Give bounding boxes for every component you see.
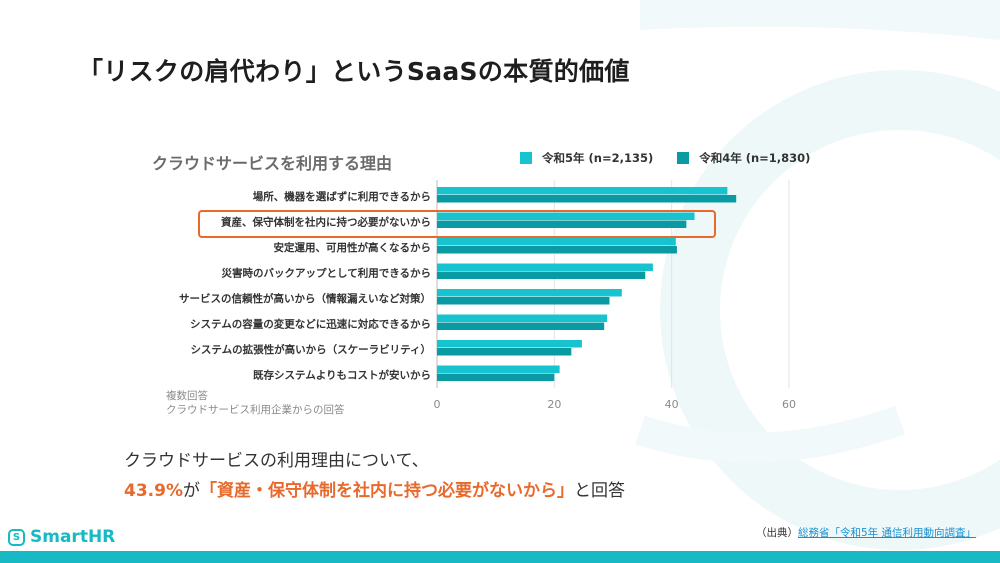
bar-r5	[437, 238, 676, 246]
category-label: 災害時のバックアップとして利用できるから	[222, 267, 431, 280]
summary-ga: が	[182, 481, 200, 501]
summary-quote: 「資産・保守体制を社内に持つ必要がないから」	[199, 481, 574, 501]
source-prefix: （出典）	[756, 527, 798, 539]
bottom-bar	[0, 551, 1000, 563]
bar-r5	[437, 365, 560, 373]
source-link[interactable]: 総務省「令和5年 通信利用動向調査」	[798, 527, 977, 539]
chart-legend: 令和5年 (n=2,135) 令和4年 (n=1,830)	[520, 150, 810, 166]
bar-r5	[437, 289, 622, 297]
bar-r5	[437, 340, 582, 348]
bar-r4	[437, 373, 555, 381]
note-respondents: クラウドサービス利用企業からの回答	[166, 404, 345, 416]
bar-r4	[437, 271, 646, 279]
bar-r5	[437, 314, 608, 322]
x-tick-label: 40	[665, 398, 679, 411]
x-tick-label: 20	[547, 398, 561, 411]
category-label: システムの拡張性が高いから（スケーラビリティ）	[190, 343, 431, 356]
logo-icon: S	[8, 528, 25, 546]
category-label: システムの容量の変更などに迅速に対応できるから	[190, 318, 431, 331]
highlight-box	[198, 210, 716, 238]
category-label: 既存システムよりもコストが安いから	[253, 369, 431, 382]
note-multiple-answers: 複数回答	[166, 390, 208, 402]
category-label: 安定運用、可用性が高くなるから	[274, 241, 432, 254]
chart-note: 複数回答 クラウドサービス利用企業からの回答	[166, 389, 345, 417]
summary-line2: 43.9%が「資産・保守体制を社内に持つ必要がないから」と回答	[124, 476, 625, 506]
bar-r4	[437, 220, 687, 228]
bar-r4	[437, 322, 605, 330]
summary-percent: 43.9%	[124, 481, 183, 501]
page-title: 「リスクの肩代わり」というSaaSの本質的価値	[78, 57, 630, 86]
bar-r4	[437, 246, 677, 254]
legend-item-r5: 令和5年 (n=2,135)	[520, 150, 653, 166]
legend-swatch-r5	[520, 152, 532, 164]
x-tick-label: 0	[434, 398, 441, 411]
legend-label-r4: 令和4年 (n=1,830)	[699, 151, 811, 165]
bar-r5	[437, 212, 695, 220]
category-label: 資産、保守体制を社内に持つ必要がないから	[221, 216, 431, 229]
legend-swatch-r4	[677, 152, 690, 164]
summary-line1: クラウドサービスの利用理由について、	[124, 451, 429, 471]
bar-r4	[437, 297, 610, 305]
legend-label-r5: 令和5年 (n=2,135)	[542, 151, 654, 165]
smarthr-logo: S SmartHR	[8, 527, 115, 547]
summary-tail: と回答	[573, 481, 625, 501]
category-label: 場所、機器を選ばずに利用できるから	[253, 190, 431, 203]
bar-r4	[437, 348, 572, 356]
legend-item-r4: 令和4年 (n=1,830)	[677, 150, 810, 166]
bar-r5	[437, 263, 653, 271]
bar-r4	[437, 195, 737, 203]
source-citation: （出典）総務省「令和5年 通信利用動向調査」	[756, 525, 976, 540]
summary-text: クラウドサービスの利用理由について、 43.9%が「資産・保守体制を社内に持つ必…	[124, 446, 625, 506]
category-label: サービスの信頼性が高いから（情報漏えいなど対策）	[179, 292, 431, 305]
chart-title: クラウドサービスを利用する理由	[152, 154, 393, 173]
logo-text: SmartHR	[30, 527, 116, 547]
bar-r5	[437, 187, 728, 195]
x-tick-label: 60	[782, 398, 796, 411]
